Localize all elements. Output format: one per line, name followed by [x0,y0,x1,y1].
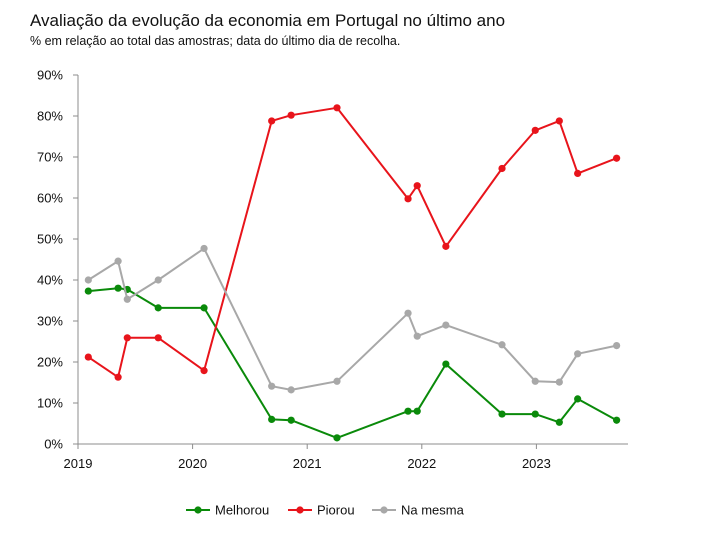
data-point [268,117,276,125]
x-tick-label: 2019 [64,456,93,471]
data-point [613,416,621,424]
chart-title: Avaliação da evolução da economia em Por… [30,11,506,30]
y-tick-label: 60% [37,191,63,206]
legend-swatch-marker [296,506,304,514]
series-na-mesma [84,244,621,394]
data-point [114,373,122,381]
y-tick-label: 20% [37,355,63,370]
data-point [555,117,563,125]
data-point [404,309,412,317]
series-layer [84,104,621,442]
x-tick-label: 2020 [178,456,207,471]
data-point [114,257,122,265]
data-point [613,154,621,162]
data-point [123,295,131,303]
data-point [404,195,412,203]
legend-item: Piorou [288,503,355,518]
data-point [498,164,506,173]
data-point [442,360,450,368]
data-point [268,382,276,390]
data-point [154,276,162,284]
series-melhorou [84,284,621,442]
data-point [200,304,208,312]
data-point [555,378,563,386]
data-point [84,276,92,284]
legend: Melhorou Piorou Na mesma [186,503,465,518]
data-point [498,341,506,349]
legend-swatch-marker [380,506,388,514]
y-tick-label: 30% [37,314,63,329]
chart-subtitle: % em relação ao total das amostras; data… [30,34,401,48]
y-tick-label: 80% [37,109,63,124]
y-tick-label: 0% [44,437,63,452]
legend-label: Na mesma [401,503,465,518]
data-point [413,407,421,415]
data-point [268,415,276,423]
data-point [333,377,341,385]
data-point [413,332,421,340]
data-point [574,169,582,177]
data-point [613,342,621,350]
data-point [442,242,450,250]
data-point [154,304,162,312]
data-point [200,244,208,253]
data-point [498,410,506,418]
series-line [88,287,618,439]
legend-item: Na mesma [372,503,465,518]
y-tick-label: 90% [37,68,63,83]
series-line [87,247,617,391]
data-point [574,350,582,358]
data-point [154,334,162,342]
data-point [404,407,412,415]
x-tick-label: 2021 [293,456,322,471]
data-point [287,386,295,394]
data-point [531,410,539,418]
y-tick-label: 10% [37,396,63,411]
data-point [333,104,341,112]
y-tick-label: 70% [37,150,63,165]
data-point [123,334,131,342]
data-point [287,111,295,119]
legend-label: Piorou [317,503,355,518]
data-point [531,126,539,134]
legend-item: Melhorou [186,503,269,518]
x-tick-label: 2022 [407,456,436,471]
series-line [87,106,617,379]
series-piorou [84,104,621,381]
axes: 0% 10% 20% 30% 40% 50% 60% 70% 80% 90% 2019 2020 202… [37,68,628,471]
data-point [413,182,421,190]
data-point [333,434,341,442]
data-point [200,367,208,375]
legend-label: Melhorou [215,503,269,518]
x-tick-label: 2023 [522,456,551,471]
data-point [287,416,295,424]
data-point [574,395,582,403]
y-tick-label: 40% [37,273,63,288]
data-point [531,377,539,385]
data-point [555,418,563,426]
y-tick-label: 50% [37,232,63,247]
legend-swatch-marker [194,506,202,514]
data-point [114,284,122,292]
data-point [442,321,450,329]
data-point [84,287,92,295]
data-point [84,353,92,361]
